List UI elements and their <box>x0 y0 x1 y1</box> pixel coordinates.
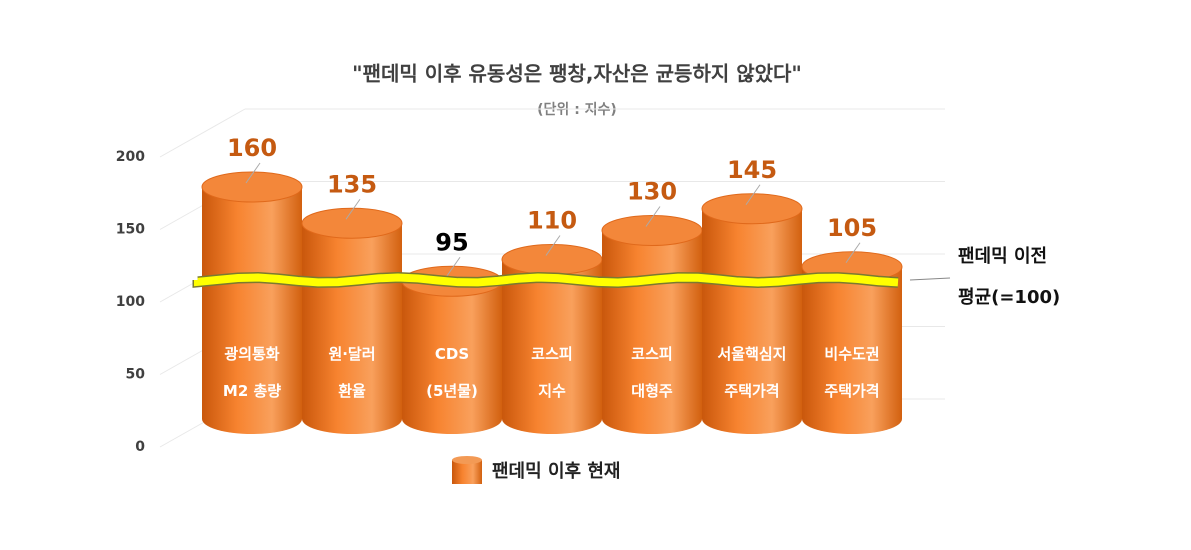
bar-body <box>502 259 602 434</box>
y-tick-label: 100 <box>116 294 145 310</box>
value-label: 145 <box>727 156 777 184</box>
reference-line <box>194 273 899 287</box>
legend: 팬데믹 이후 현재 <box>452 456 620 484</box>
leader-line <box>445 256 461 278</box>
category-label: 코스피 대형주 <box>631 345 673 400</box>
bar-top <box>501 244 603 275</box>
category-label: 코스피 지수 <box>531 345 573 400</box>
category-label: CDS (5년물) <box>426 345 478 400</box>
grid-line <box>159 108 246 158</box>
leader-line <box>845 242 861 264</box>
legend-label: 팬데믹 이후 현재 <box>492 461 620 482</box>
y-tick-label: 50 <box>126 367 146 383</box>
category-label: 광의통화 M2 총량 <box>222 345 282 400</box>
y-tick-label: 200 <box>116 149 145 165</box>
bar-top <box>301 207 403 239</box>
reference-label: 평균(=100) <box>958 287 1060 308</box>
chart-title: "팬데믹 이후 유동성은 팽창,자산은 균등하지 않았다" <box>352 62 802 86</box>
leader-line <box>345 198 361 220</box>
value-label: 105 <box>827 214 877 242</box>
bar-top <box>701 193 803 225</box>
bar-top <box>201 171 303 203</box>
y-tick-label: 0 <box>135 439 145 455</box>
category-label: 비수도권 주택가격 <box>824 345 880 400</box>
category-label: 원·달러 환율 <box>328 345 376 400</box>
value-label: 95 <box>435 228 468 256</box>
value-label: 160 <box>227 134 277 162</box>
leader-line <box>745 184 761 206</box>
bar-body <box>202 187 302 434</box>
leader-line <box>645 206 661 227</box>
y-tick-label: 150 <box>116 222 145 238</box>
value-label: 130 <box>627 178 677 206</box>
value-label: 110 <box>527 207 577 235</box>
category-label: 서울핵심지 주택가격 <box>717 345 787 400</box>
value-label: 135 <box>327 170 377 198</box>
legend-swatch-top <box>452 456 482 464</box>
bar-body <box>702 208 802 434</box>
reference-connector <box>909 277 951 281</box>
bar-top <box>601 215 703 246</box>
bar-body <box>802 266 902 434</box>
leader-line <box>245 162 261 184</box>
reference-label: 팬데믹 이전 <box>958 246 1047 267</box>
bar-body <box>402 281 502 434</box>
leader-line <box>545 235 561 256</box>
